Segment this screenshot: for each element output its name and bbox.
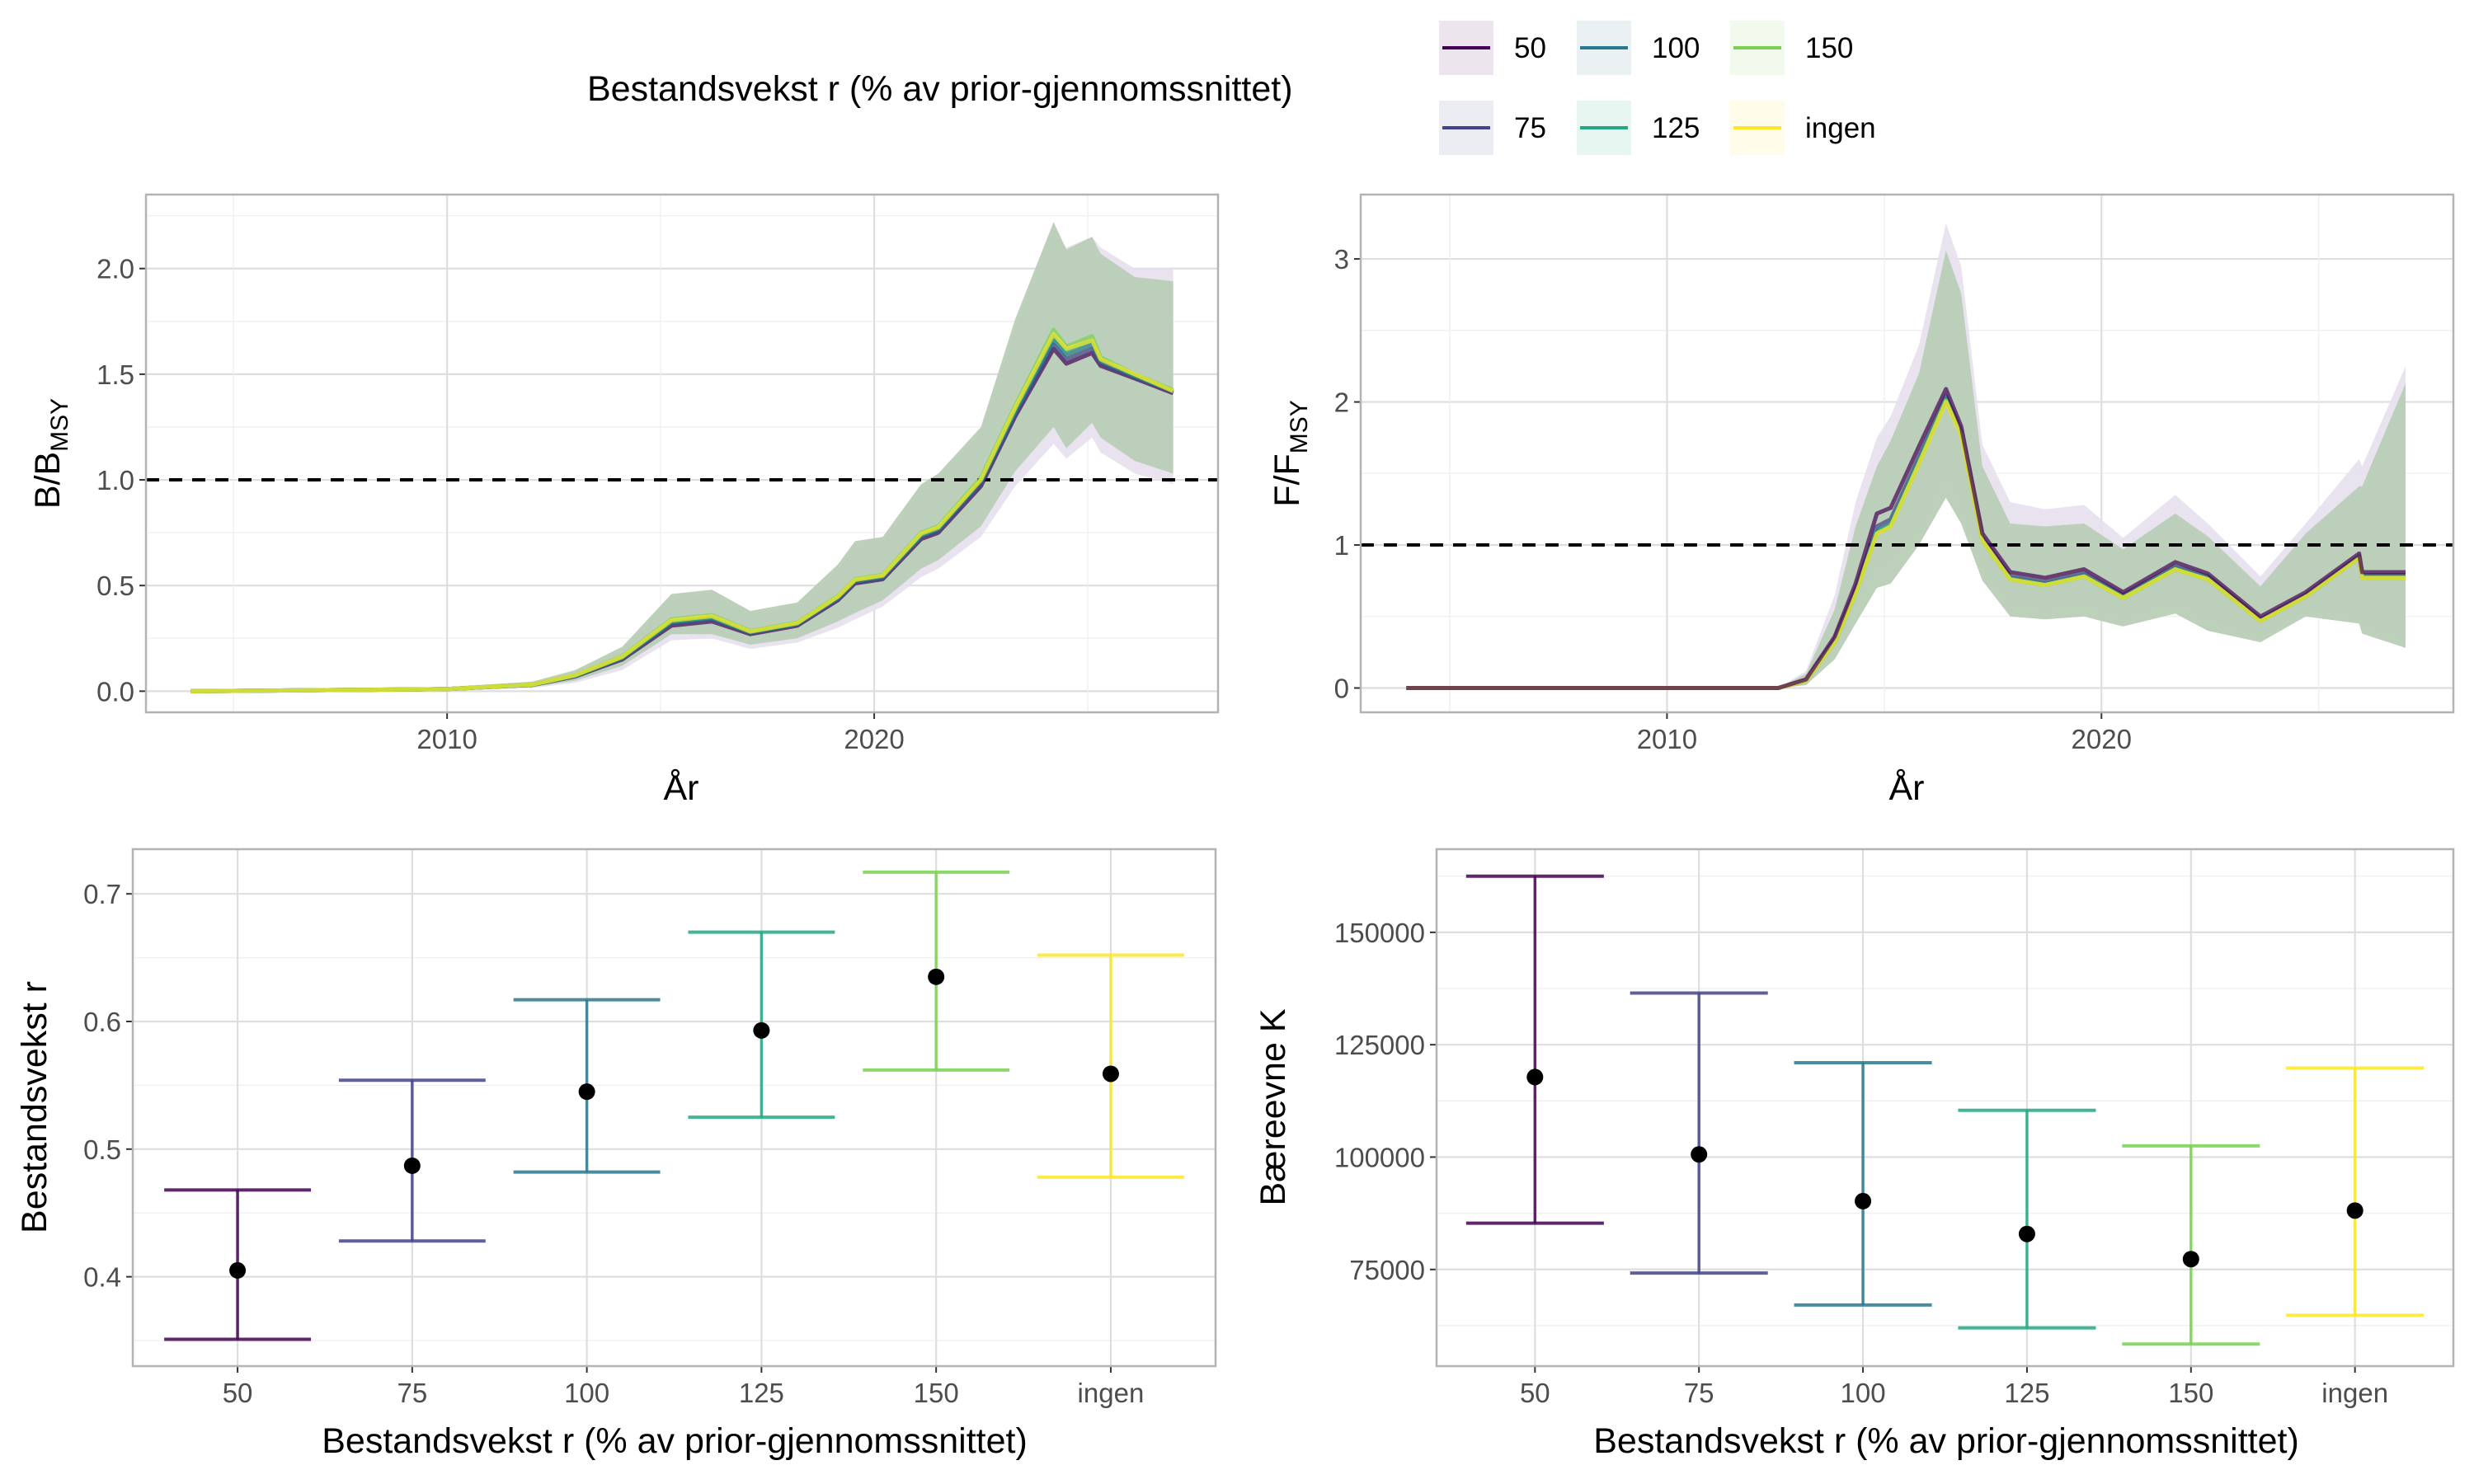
errorbar-75 bbox=[338, 1078, 486, 1243]
panel1-x-title: År bbox=[664, 768, 699, 808]
y-tick-label: 2 bbox=[1334, 387, 1349, 418]
point-estimate bbox=[229, 1261, 247, 1279]
x-tick-label: 150 bbox=[2168, 1378, 2213, 1408]
x-tick-label: ingen bbox=[2321, 1378, 2388, 1408]
panel4-x-title: Bestandsvekst r (% av prior-gjennomssnit… bbox=[1593, 1421, 2299, 1461]
x-tick-label: 2020 bbox=[2072, 724, 2132, 754]
panel2-y-title: F/FMSY bbox=[1268, 400, 1313, 507]
point-estimate bbox=[403, 1157, 421, 1174]
y-tick-label: 3 bbox=[1334, 244, 1349, 275]
legend-item-125: 125 bbox=[1577, 101, 1700, 155]
x-tick-label: 2010 bbox=[1637, 724, 1697, 754]
panel-2: 0 1 2 3 2010 2020 bbox=[1334, 193, 2455, 754]
y-tick-label: 0.7 bbox=[83, 879, 121, 909]
x-tick-label: 2020 bbox=[844, 724, 904, 754]
legend-title: Bestandsvekst r (% av prior-gjennomssnit… bbox=[587, 69, 1293, 109]
point-estimate bbox=[2182, 1251, 2199, 1268]
x-tick-label: 2010 bbox=[416, 724, 477, 754]
panel-3: 0.4 0.5 0.6 0.7 50 75 100 125 150 ingen bbox=[83, 848, 1217, 1408]
y-tick-label: 0 bbox=[1334, 674, 1349, 704]
point-estimate bbox=[1102, 1065, 1119, 1082]
point-estimate bbox=[578, 1083, 595, 1101]
panel4-y-title: Bæreevne K bbox=[1253, 1008, 1293, 1205]
y-tick-label: 125000 bbox=[1334, 1030, 1425, 1060]
legend-item-50: 50 bbox=[1439, 21, 1546, 75]
panel1-y-title: B/BMSY bbox=[28, 398, 73, 509]
errorbar-75 bbox=[1630, 991, 1768, 1275]
errorbar-100 bbox=[1794, 1060, 1932, 1307]
legend: Bestandsvekst r (% av prior-gjennomssnit… bbox=[587, 21, 1876, 155]
point-estimate bbox=[753, 1021, 770, 1039]
point-estimate bbox=[1691, 1146, 1708, 1163]
errorbar-125 bbox=[1958, 1108, 2096, 1330]
legend-item-75: 75 bbox=[1439, 101, 1546, 155]
y-tick-label: 1.5 bbox=[96, 359, 134, 390]
panel-1: 0.0 0.5 1.0 1.5 2.0 2010 2020 bbox=[96, 193, 1220, 754]
legend-label: 50 bbox=[1514, 32, 1546, 64]
uncertainty-band-150 bbox=[190, 222, 1174, 692]
point-estimate bbox=[928, 968, 945, 985]
panel-4: 75000 100000 125000 150000 50 75 100 125 150 inge… bbox=[1334, 848, 2455, 1408]
errorbar-50 bbox=[1465, 874, 1604, 1225]
panel-background bbox=[133, 849, 1216, 1366]
legend-label: 75 bbox=[1514, 112, 1546, 144]
point-estimate bbox=[2346, 1202, 2363, 1219]
y-tick-label: 150000 bbox=[1334, 918, 1425, 948]
x-tick-label: 125 bbox=[2004, 1378, 2049, 1408]
panel-border bbox=[131, 848, 1217, 1368]
y-tick-label: 0.5 bbox=[83, 1134, 121, 1165]
legend-item-100: 100 bbox=[1577, 21, 1700, 75]
panel3-y-title: Bestandsvekst r bbox=[15, 981, 54, 1233]
y-tick-label: 0.5 bbox=[96, 571, 134, 601]
legend-label: ingen bbox=[1805, 112, 1876, 144]
y-tick-label: 1.0 bbox=[96, 465, 134, 495]
errorbar-150 bbox=[2122, 1144, 2260, 1346]
y-tick-label: 1 bbox=[1334, 530, 1349, 561]
x-tick-label: 50 bbox=[223, 1378, 253, 1408]
y-tick-label: 0.0 bbox=[96, 676, 134, 707]
x-tick-label: 75 bbox=[397, 1378, 427, 1408]
point-estimate bbox=[1855, 1192, 1872, 1209]
x-tick-label: 100 bbox=[564, 1378, 609, 1408]
errorbar-125 bbox=[688, 930, 835, 1120]
y-tick-label: 100000 bbox=[1334, 1142, 1425, 1172]
x-tick-label: 75 bbox=[1684, 1378, 1714, 1408]
legend-label: 150 bbox=[1805, 32, 1853, 64]
x-tick-label: 50 bbox=[1520, 1378, 1550, 1408]
series-line-50 bbox=[1406, 387, 2406, 690]
x-tick-label: ingen bbox=[1078, 1378, 1145, 1408]
legend-item-ingen: ingen bbox=[1730, 101, 1876, 155]
y-tick-label: 0.6 bbox=[83, 1007, 121, 1037]
errorbar-50 bbox=[164, 1188, 312, 1341]
panel2-x-title: År bbox=[1889, 768, 1925, 808]
panel-border bbox=[1359, 193, 2455, 714]
point-estimate bbox=[1526, 1068, 1544, 1086]
errorbar-ingen bbox=[2286, 1066, 2425, 1317]
x-tick-label: 125 bbox=[739, 1378, 784, 1408]
legend-label: 100 bbox=[1652, 32, 1700, 64]
panel3-x-title: Bestandsvekst r (% av prior-gjennomssnit… bbox=[322, 1421, 1028, 1461]
y-tick-label: 2.0 bbox=[96, 254, 134, 284]
errorbar-ingen bbox=[1037, 953, 1184, 1179]
y-tick-label: 0.4 bbox=[83, 1262, 121, 1293]
series-line-ingen bbox=[1406, 400, 2406, 690]
panel-border bbox=[1435, 848, 2455, 1368]
legend-label: 125 bbox=[1652, 112, 1700, 144]
series-line-ingen bbox=[190, 331, 1174, 693]
errorbar-150 bbox=[863, 870, 1010, 1072]
point-estimate bbox=[2018, 1225, 2035, 1242]
panel-border bbox=[144, 193, 1220, 714]
legend-item-150: 150 bbox=[1730, 21, 1853, 75]
x-tick-label: 100 bbox=[1841, 1378, 1886, 1408]
panel-background bbox=[1437, 849, 2453, 1366]
errorbar-100 bbox=[513, 998, 661, 1174]
x-tick-label: 150 bbox=[914, 1378, 959, 1408]
y-tick-label: 75000 bbox=[1349, 1255, 1425, 1285]
